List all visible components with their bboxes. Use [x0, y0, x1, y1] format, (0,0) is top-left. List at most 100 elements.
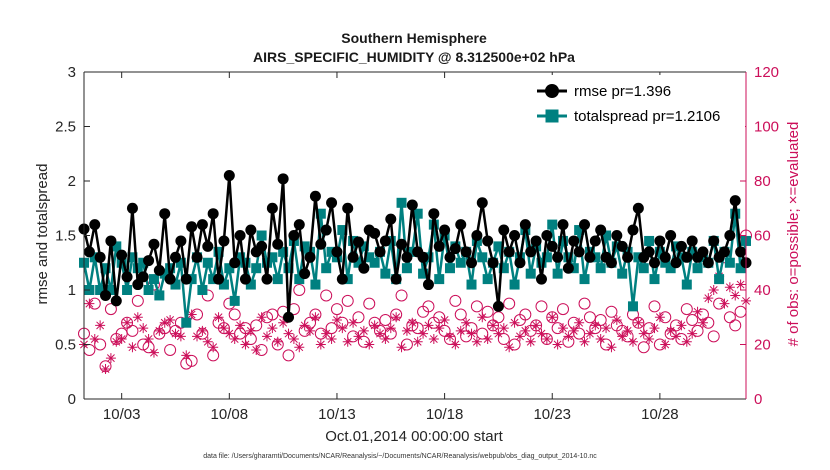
evaluated-point — [267, 323, 278, 334]
possible-point — [341, 294, 354, 307]
evaluated-point — [143, 334, 154, 345]
evaluated-point — [396, 342, 407, 353]
x-tick-label: 10/28 — [641, 406, 679, 423]
totalspread-point — [175, 257, 186, 268]
evaluated-point — [364, 339, 375, 350]
evaluated-point — [159, 317, 170, 328]
evaluated-point — [154, 325, 165, 336]
rmse-point — [406, 199, 418, 211]
possible-point — [540, 333, 553, 346]
rmse-point — [266, 202, 278, 214]
rmse-point — [449, 243, 461, 255]
totalspread-point — [735, 263, 746, 274]
possible-point — [594, 313, 607, 326]
totalspread-point — [617, 268, 628, 279]
evaluated-point — [331, 314, 342, 325]
possible-point — [648, 300, 661, 313]
totalspread-point — [240, 257, 251, 268]
evaluated-point — [412, 336, 423, 347]
rmse-point — [530, 235, 542, 247]
evaluated-point — [391, 312, 402, 323]
evaluated-point — [375, 328, 386, 339]
totalspread-point — [143, 285, 154, 295]
possible-point — [293, 284, 306, 296]
rmse-point — [466, 257, 478, 269]
rmse-point — [105, 235, 117, 247]
y-tick-left-label: 1 — [68, 282, 76, 299]
y-tick-right-label: 20 — [754, 337, 771, 354]
possible-point — [121, 316, 134, 329]
evaluated-point — [428, 334, 439, 345]
evaluated-point — [127, 342, 138, 353]
possible-point — [476, 327, 489, 340]
rmse-point — [110, 295, 122, 307]
rmse-point — [584, 251, 596, 263]
evaluated-point — [342, 336, 353, 347]
evaluated-point — [466, 328, 477, 339]
chart-title-line1: Southern Hemisphere — [341, 30, 487, 46]
rmse-point — [697, 246, 709, 258]
rmse-point — [229, 257, 241, 269]
evaluated-point — [122, 317, 133, 328]
totalspread-point — [122, 285, 133, 295]
possible-point — [379, 313, 392, 326]
y-tick-left-label: 3 — [68, 64, 76, 81]
rmse-point — [471, 230, 483, 241]
possible-point — [449, 294, 462, 307]
rmse-point — [579, 219, 591, 231]
totalspread-point — [159, 268, 170, 279]
evaluated-point — [514, 331, 525, 342]
totalspread-point — [251, 263, 262, 274]
rmse-point — [433, 240, 445, 252]
x-tick-label: 10/18 — [426, 406, 464, 423]
rmse-point — [245, 224, 257, 236]
possible-point — [282, 349, 295, 362]
rmse-point — [132, 279, 144, 291]
possible-point — [497, 333, 510, 346]
evaluated-point — [434, 323, 445, 334]
evaluated-point — [719, 298, 730, 309]
evaluated-point — [708, 285, 719, 295]
evaluated-point — [488, 320, 499, 331]
evaluated-point — [95, 320, 106, 331]
possible-point — [578, 297, 591, 310]
rmse-point — [649, 257, 661, 269]
rmse-point — [159, 208, 171, 220]
evaluated-point — [638, 328, 649, 339]
rmse-point — [562, 262, 574, 274]
totalspread-point — [627, 301, 638, 312]
rmse-point — [718, 246, 730, 258]
evaluated-point — [202, 336, 213, 347]
possible-point — [557, 303, 570, 316]
evaluated-point — [676, 320, 687, 331]
totalspread-point — [714, 274, 725, 285]
x-axis-label: Oct.01,2014 00:00:00 start — [325, 428, 503, 445]
rmse-point — [546, 240, 558, 252]
evaluated-point — [235, 320, 246, 331]
rmse-point — [460, 246, 472, 258]
possible-point — [330, 303, 343, 316]
y-tick-left-label: 2.5 — [55, 119, 76, 136]
rmse-point — [137, 271, 149, 283]
totalspread-point — [401, 263, 412, 274]
evaluated-point — [348, 317, 359, 328]
evaluated-point — [224, 328, 235, 339]
possible-point — [503, 297, 516, 310]
totalspread-point — [380, 268, 391, 279]
rmse-point — [347, 251, 359, 263]
rmse-point — [148, 238, 160, 250]
rmse-point — [390, 273, 402, 285]
evaluated-point — [703, 293, 714, 304]
evaluated-point — [547, 312, 558, 323]
totalspread-point — [692, 263, 703, 274]
rmse-point — [239, 273, 251, 285]
rmse-point — [169, 251, 181, 263]
evaluated-point — [423, 320, 434, 331]
evaluated-point — [197, 325, 208, 336]
y-axis-label-right: # of obs: o=possible; ×=evaluated — [785, 122, 802, 347]
rmse-point — [702, 257, 714, 269]
evaluated-point — [439, 314, 450, 325]
evaluated-point — [288, 334, 299, 345]
rmse-point — [326, 197, 338, 209]
evaluated-point — [471, 336, 482, 347]
